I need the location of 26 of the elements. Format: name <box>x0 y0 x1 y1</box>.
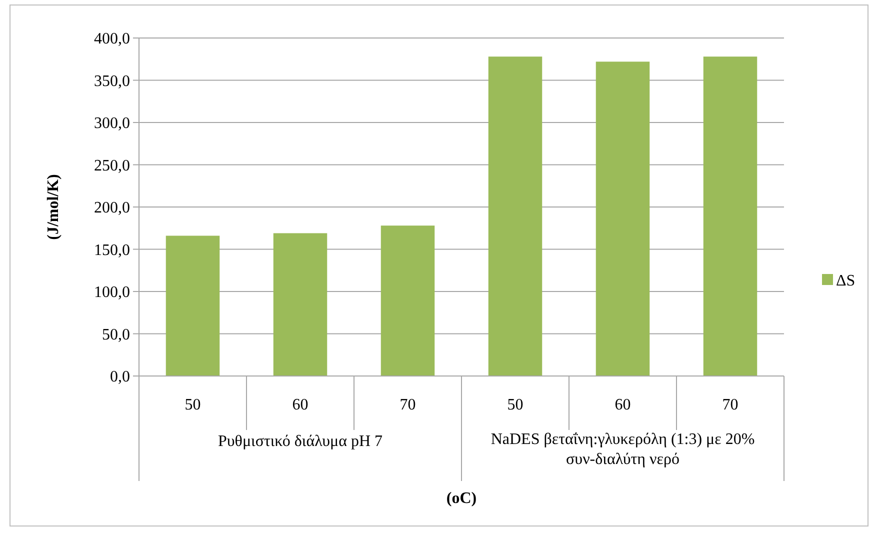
bar <box>273 233 328 376</box>
y-tick-label: 0,0 <box>110 368 130 386</box>
x-tick-label: 50 <box>507 396 524 414</box>
bar <box>488 56 542 376</box>
text: Ρυθμιστικό διάλυμα pH 7 <box>218 433 383 450</box>
y-tick-label: 350,0 <box>94 72 130 90</box>
y-tick-label: 50,0 <box>102 326 130 344</box>
x-tick-label: 50 <box>184 396 201 414</box>
y-tick-label: 300,0 <box>94 115 130 132</box>
bar <box>380 226 435 376</box>
y-tick-label: 100,0 <box>94 284 130 302</box>
x-tick-label: 70 <box>400 396 416 414</box>
x-tick-label: 60 <box>614 396 631 414</box>
bar <box>703 56 758 376</box>
bar <box>596 62 650 376</box>
y-tick-label: 250,0 <box>94 157 130 174</box>
text: NaDES βεταΐνη:γλυκερόλη (1:3) με 20% συν-διαλύτη νερό <box>490 431 755 468</box>
x-tick-label: 70 <box>722 396 738 414</box>
y-tick-label: 150,0 <box>94 242 130 259</box>
legend-label: ΔS <box>836 272 856 290</box>
x-axis-title: (oC) <box>446 490 477 507</box>
y-tick-label: 200,0 <box>94 200 130 217</box>
y-tick-label: 400,0 <box>94 30 130 48</box>
bar <box>166 236 220 376</box>
x-tick-label: 60 <box>292 396 308 414</box>
y-axis-title: (J/mol/K) <box>45 174 62 240</box>
